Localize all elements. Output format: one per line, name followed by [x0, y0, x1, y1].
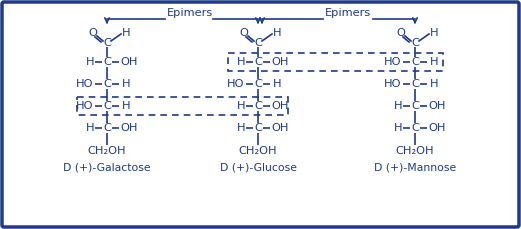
Text: H: H: [394, 101, 402, 111]
Text: C: C: [411, 101, 419, 111]
Text: C: C: [254, 57, 262, 67]
Text: HO: HO: [227, 79, 245, 89]
Text: Epimers: Epimers: [325, 8, 371, 18]
Text: C: C: [103, 123, 111, 133]
Text: D (+)-Galactose: D (+)-Galactose: [63, 163, 151, 173]
Text: C: C: [103, 38, 111, 48]
Text: CH₂OH: CH₂OH: [395, 146, 435, 156]
Text: C: C: [254, 79, 262, 89]
Text: CH₂OH: CH₂OH: [88, 146, 126, 156]
Text: OH: OH: [120, 123, 138, 133]
Text: HO: HO: [384, 57, 402, 67]
Text: OH: OH: [271, 123, 289, 133]
Text: H: H: [122, 79, 130, 89]
Text: HO: HO: [384, 79, 402, 89]
Text: H: H: [237, 123, 245, 133]
Text: C: C: [254, 123, 262, 133]
Text: C: C: [103, 57, 111, 67]
Text: OH: OH: [120, 57, 138, 67]
Text: C: C: [411, 57, 419, 67]
Text: D (+)-Glucose: D (+)-Glucose: [219, 163, 296, 173]
Text: H: H: [237, 101, 245, 111]
FancyBboxPatch shape: [2, 2, 519, 227]
Text: OH: OH: [271, 57, 289, 67]
Text: C: C: [411, 123, 419, 133]
Text: C: C: [411, 79, 419, 89]
Text: H: H: [394, 123, 402, 133]
Text: OH: OH: [428, 101, 446, 111]
Text: H: H: [430, 28, 438, 38]
Text: H: H: [122, 101, 130, 111]
Text: O: O: [89, 28, 97, 38]
Text: Epimers: Epimers: [167, 8, 213, 18]
Text: CH₂OH: CH₂OH: [239, 146, 277, 156]
Text: C: C: [254, 38, 262, 48]
Text: H: H: [85, 57, 94, 67]
Text: C: C: [254, 101, 262, 111]
Text: OH: OH: [271, 101, 289, 111]
Text: C: C: [103, 101, 111, 111]
Text: C: C: [411, 38, 419, 48]
Text: HO: HO: [76, 79, 94, 89]
Text: HO: HO: [76, 101, 94, 111]
Text: D (+)-Mannose: D (+)-Mannose: [374, 163, 456, 173]
Text: H: H: [272, 79, 281, 89]
Text: C: C: [103, 79, 111, 89]
Text: H: H: [122, 28, 130, 38]
Text: H: H: [237, 57, 245, 67]
Text: O: O: [396, 28, 405, 38]
Text: H: H: [272, 28, 281, 38]
Text: H: H: [430, 57, 438, 67]
Bar: [228, 53, 443, 71]
Text: H: H: [85, 123, 94, 133]
Bar: [77, 97, 288, 115]
Text: O: O: [240, 28, 249, 38]
Text: H: H: [430, 79, 438, 89]
Text: OH: OH: [428, 123, 446, 133]
